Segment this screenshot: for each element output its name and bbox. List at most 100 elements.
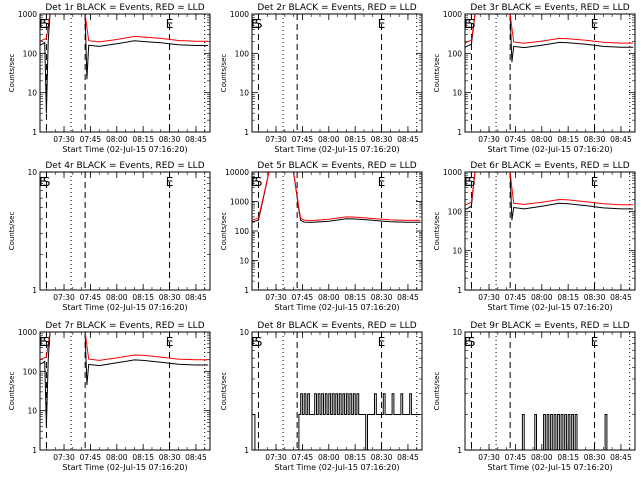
x-tick-label: 08:00 bbox=[106, 135, 128, 144]
event-marker-label: E bbox=[591, 175, 599, 189]
y-axis-label: Counts/sec bbox=[8, 372, 16, 411]
x-tick-label: 08:30 bbox=[159, 135, 181, 144]
x-tick-label: 07:30 bbox=[53, 293, 75, 302]
x-tick-label: 07:45 bbox=[292, 293, 314, 302]
event-marker-label: E bbox=[378, 175, 386, 189]
y-tick-label: 10 bbox=[239, 328, 249, 337]
event-marker-label: E bbox=[464, 17, 472, 31]
y-tick-label: 1 bbox=[457, 128, 462, 137]
x-tick-label: 08:45 bbox=[397, 453, 419, 462]
panel-title: Det 3r BLACK = Events, RED = LLD bbox=[470, 3, 629, 13]
series-line bbox=[40, 14, 209, 43]
event-marker-label: S bbox=[255, 175, 263, 189]
x-axis-label: Start Time (02-Jul-15 07:16:20) bbox=[62, 145, 187, 154]
y-tick-label: 10 bbox=[452, 89, 462, 98]
x-tick-label: 07:45 bbox=[80, 453, 102, 462]
series-line bbox=[252, 172, 421, 223]
event-marker-label: E bbox=[378, 335, 386, 349]
panel-title: Det 9r BLACK = Events, RED = LLD bbox=[470, 321, 629, 331]
detector-panel: Det 6r BLACK = Events, RED = LLD 1 10 100 10… bbox=[433, 161, 636, 312]
panel-title: Det 5r BLACK = Events, RED = LLD bbox=[257, 161, 416, 171]
x-tick-label: 07:30 bbox=[265, 293, 287, 302]
y-tick-label: 1 bbox=[244, 286, 249, 295]
plot-frame bbox=[39, 171, 211, 291]
y-axis-label: Counts/sec bbox=[433, 54, 441, 93]
y-tick-label: 10 bbox=[27, 407, 37, 416]
x-tick-label: 08:00 bbox=[531, 453, 553, 462]
x-axis-label: Start Time (02-Jul-15 07:16:20) bbox=[487, 145, 612, 154]
detector-panel: Det 5r BLACK = Events, RED = LLD 1 10 100 10… bbox=[220, 161, 423, 312]
x-tick-label: 08:00 bbox=[106, 453, 128, 462]
x-tick-label: 07:45 bbox=[505, 293, 527, 302]
plot-frame bbox=[464, 331, 636, 451]
x-tick-label: 08:45 bbox=[185, 135, 207, 144]
x-tick-label: 08:30 bbox=[371, 135, 393, 144]
x-axis-label: Start Time (02-Jul-15 07:16:20) bbox=[274, 463, 399, 472]
y-tick-label: 10 bbox=[239, 89, 249, 98]
x-tick-label: 08:45 bbox=[397, 293, 419, 302]
event-marker-label: S bbox=[43, 335, 51, 349]
x-tick-label: 07:45 bbox=[292, 135, 314, 144]
x-tick-label: 08:00 bbox=[531, 135, 553, 144]
panel-title: Det 1r BLACK = Events, RED = LLD bbox=[45, 3, 204, 13]
detector-panel: Det 1r BLACK = Events, RED = LLD 1 10 100 10… bbox=[8, 3, 211, 154]
y-tick-label: 1000 bbox=[230, 10, 249, 19]
plot-frame bbox=[251, 13, 423, 133]
y-tick-label: 100 bbox=[23, 49, 38, 58]
y-tick-label: 1 bbox=[244, 128, 249, 137]
y-tick-label: 1000 bbox=[18, 328, 37, 337]
x-tick-label: 07:45 bbox=[80, 293, 102, 302]
x-tick-label: 07:30 bbox=[53, 453, 75, 462]
y-tick-label: 10000 bbox=[225, 168, 249, 177]
event-marker-label: S bbox=[43, 17, 51, 31]
x-tick-label: 07:45 bbox=[80, 135, 102, 144]
event-marker-label: E bbox=[591, 335, 599, 349]
detector-panel: Det 7r BLACK = Events, RED = LLD 1 10 100 10… bbox=[8, 321, 211, 472]
event-marker-label: E bbox=[591, 17, 599, 31]
series-line bbox=[520, 414, 608, 450]
x-tick-label: 08:45 bbox=[610, 135, 632, 144]
event-marker-label: S bbox=[43, 175, 51, 189]
series-line bbox=[40, 332, 209, 427]
detector-panel: Det 3r BLACK = Events, RED = LLD 1 10 100 10… bbox=[433, 3, 636, 154]
x-tick-label: 08:45 bbox=[397, 135, 419, 144]
y-tick-label: 10 bbox=[452, 247, 462, 256]
event-marker-label: S bbox=[468, 17, 476, 31]
y-axis-label: Counts/sec bbox=[8, 54, 16, 93]
x-tick-label: 08:30 bbox=[584, 293, 606, 302]
series-line bbox=[252, 393, 421, 450]
x-tick-label: 08:15 bbox=[344, 293, 366, 302]
x-tick-label: 07:30 bbox=[478, 453, 500, 462]
x-tick-label: 08:00 bbox=[318, 293, 340, 302]
x-axis-label: Start Time (02-Jul-15 07:16:20) bbox=[274, 303, 399, 312]
x-axis-label: Start Time (02-Jul-15 07:16:20) bbox=[487, 463, 612, 472]
series-line bbox=[40, 332, 209, 361]
y-tick-label: 10 bbox=[27, 89, 37, 98]
event-marker-label: E bbox=[251, 175, 259, 189]
y-tick-label: 100 bbox=[23, 367, 38, 376]
y-tick-label: 1 bbox=[32, 286, 37, 295]
y-tick-label: 100 bbox=[448, 49, 463, 58]
x-tick-label: 08:15 bbox=[344, 453, 366, 462]
event-marker-label: S bbox=[255, 17, 263, 31]
y-tick-label: 10 bbox=[239, 257, 249, 266]
event-marker-label: S bbox=[468, 175, 476, 189]
series-line bbox=[465, 172, 634, 221]
panel-title: Det 4r BLACK = Events, RED = LLD bbox=[45, 161, 204, 171]
y-tick-label: 1 bbox=[457, 446, 462, 455]
x-tick-label: 08:30 bbox=[371, 453, 393, 462]
y-axis-label: Counts/sec bbox=[433, 212, 441, 251]
event-marker-label: E bbox=[39, 17, 47, 31]
x-axis-label: Start Time (02-Jul-15 07:16:20) bbox=[62, 303, 187, 312]
x-tick-label: 08:30 bbox=[584, 453, 606, 462]
y-tick-label: 10 bbox=[27, 168, 37, 177]
series-line bbox=[465, 172, 634, 206]
x-tick-label: 08:00 bbox=[318, 453, 340, 462]
x-tick-label: 07:45 bbox=[505, 135, 527, 144]
x-tick-label: 07:30 bbox=[478, 293, 500, 302]
x-tick-label: 08:00 bbox=[106, 293, 128, 302]
y-axis-label: Counts/sec bbox=[433, 372, 441, 411]
detector-panel: Det 9r BLACK = Events, RED = LLD 1 10 07:30… bbox=[433, 321, 636, 472]
x-tick-label: 08:45 bbox=[610, 453, 632, 462]
